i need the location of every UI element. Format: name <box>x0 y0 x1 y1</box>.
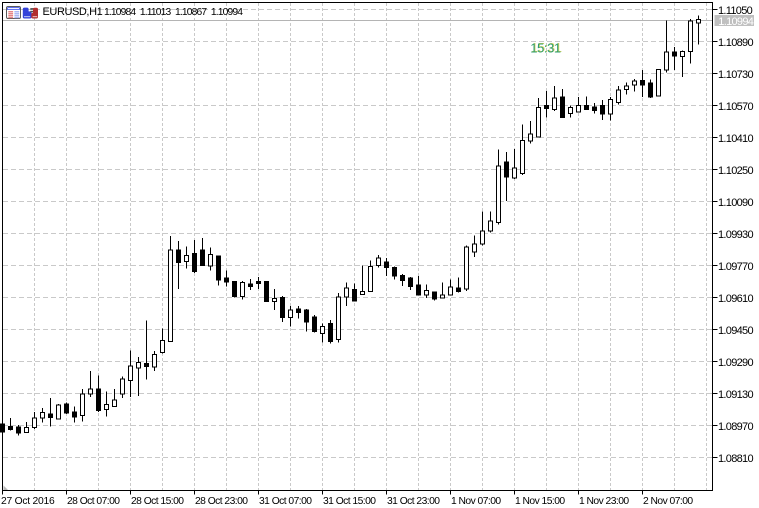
svg-text:28 Oct 15:00: 28 Oct 15:00 <box>131 496 184 507</box>
svg-text:15:31: 15:31 <box>531 40 562 55</box>
svg-text:2 Nov 07:00: 2 Nov 07:00 <box>643 496 693 507</box>
svg-text:31 Oct 07:00: 31 Oct 07:00 <box>259 496 312 507</box>
svg-text:27 Oct 2016: 27 Oct 2016 <box>1 496 55 507</box>
svg-text:1.10730: 1.10730 <box>718 69 753 81</box>
svg-text:1.10984 1.11013 1.10867 1.1099: 1.10984 1.11013 1.10867 1.10994 <box>104 7 243 18</box>
svg-text:1.09450: 1.09450 <box>718 325 753 337</box>
svg-text:28 Oct 07:00: 28 Oct 07:00 <box>67 496 120 507</box>
svg-text:1 Nov 15:00: 1 Nov 15:00 <box>515 496 565 507</box>
svg-text:1.09930: 1.09930 <box>718 229 753 241</box>
svg-text:31 Oct 15:00: 31 Oct 15:00 <box>323 496 376 507</box>
svg-text:1.10994: 1.10994 <box>718 16 753 28</box>
svg-text:1.09290: 1.09290 <box>718 357 753 369</box>
svg-text:1 Nov 07:00: 1 Nov 07:00 <box>451 496 501 507</box>
svg-text:1.10410: 1.10410 <box>718 133 753 145</box>
svg-text:1.09770: 1.09770 <box>718 261 753 273</box>
svg-text:28 Oct 23:00: 28 Oct 23:00 <box>195 496 248 507</box>
svg-text:31 Oct 23:00: 31 Oct 23:00 <box>387 496 440 507</box>
svg-text:1.10090: 1.10090 <box>718 197 753 209</box>
svg-text:1.08970: 1.08970 <box>718 421 753 433</box>
svg-text:EURUSD,H1: EURUSD,H1 <box>43 6 103 18</box>
svg-text:1.09610: 1.09610 <box>718 293 753 305</box>
svg-text:15:31: 15:31 <box>530 41 561 56</box>
svg-text:1.10250: 1.10250 <box>718 165 753 177</box>
svg-text:1 Nov 23:00: 1 Nov 23:00 <box>579 496 629 507</box>
svg-text:1.10890: 1.10890 <box>718 37 753 49</box>
svg-text:1.11050: 1.11050 <box>718 5 753 17</box>
svg-text:1.09130: 1.09130 <box>718 389 753 401</box>
svg-text:1.10570: 1.10570 <box>718 101 753 113</box>
svg-text:1.08810: 1.08810 <box>718 453 753 465</box>
